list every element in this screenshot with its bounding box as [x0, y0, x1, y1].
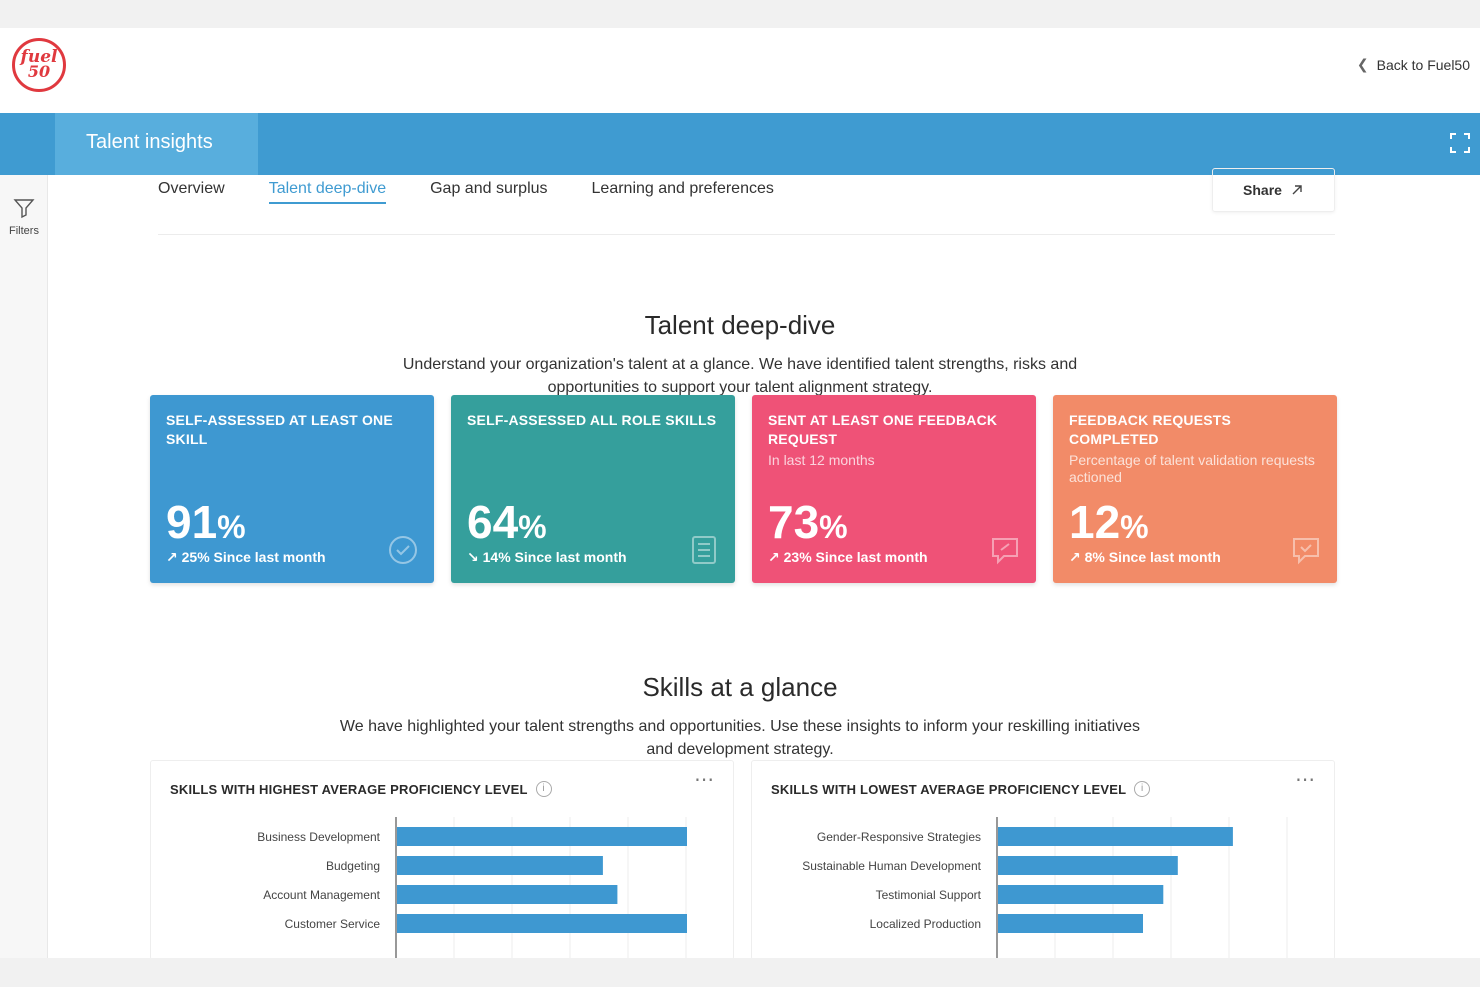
kpi-trend-text: 23% Since last month	[783, 549, 928, 565]
kpi-number: 73	[768, 496, 820, 548]
info-icon[interactable]: i	[1134, 781, 1151, 797]
arrow-up-right-icon	[1292, 185, 1302, 195]
chart-title: SKILLS WITH HIGHEST AVERAGE PROFICIENCY …	[170, 781, 552, 797]
kpi-value: 12%	[1069, 495, 1149, 549]
kpi-card-self-assessed-all[interactable]: SELF-ASSESSED ALL ROLE SKILLS 64% ↘ 14% …	[451, 395, 735, 583]
bar[interactable]	[397, 827, 687, 846]
kpi-title: SENT AT LEAST ONE FEEDBACK REQUEST	[768, 412, 998, 447]
kpi-subtitle: Percentage of talent validation requests…	[1069, 452, 1315, 485]
kpi-card-feedback-completed[interactable]: FEEDBACK REQUESTS COMPLETED Percentage o…	[1053, 395, 1337, 583]
fullscreen-icon[interactable]	[1450, 133, 1470, 153]
filters-label: Filters	[9, 225, 39, 237]
category-label: Budgeting	[326, 859, 380, 873]
bar[interactable]	[397, 856, 603, 875]
category-label: Account Management	[263, 888, 380, 902]
sidebar: Filters	[0, 175, 48, 958]
chart-panel-lowest: SKILLS WITH LOWEST AVERAGE PROFICIENCY L…	[751, 760, 1335, 961]
kpi-value: 64%	[467, 495, 547, 549]
chart-highest: Business Development Budgeting Account Man…	[257, 817, 687, 961]
category-label: Gender-Responsive Strategies	[817, 830, 981, 844]
tab-talent-deep-dive[interactable]: Talent deep-dive	[268, 180, 387, 204]
kpi-trend: ↗ 25% Since last month	[166, 549, 326, 566]
tab-gap-and-surplus[interactable]: Gap and surplus	[430, 180, 548, 197]
kpi-title: FEEDBACK REQUESTS COMPLETED	[1069, 412, 1232, 447]
kpi-trend: ↗ 23% Since last month	[768, 549, 928, 566]
filters-button[interactable]: Filters	[0, 197, 48, 237]
info-icon[interactable]: i	[535, 781, 552, 797]
section-title-deep-dive: Talent deep-dive	[644, 310, 836, 340]
bar[interactable]	[998, 914, 1143, 933]
category-label: Customer Service	[285, 917, 381, 931]
category-label: Sustainable Human Development	[802, 859, 981, 873]
kpi-unit: %	[518, 509, 547, 545]
chart-title-text: SKILLS WITH HIGHEST AVERAGE PROFICIENCY …	[170, 781, 528, 797]
message-check-icon	[1293, 538, 1319, 565]
logo-text-1: fuel	[20, 47, 58, 67]
tab-learning-and-preferences[interactable]: Learning and preferences	[591, 180, 774, 197]
trend-up-icon: ↗	[768, 549, 780, 565]
bar[interactable]	[397, 885, 618, 904]
more-options-icon[interactable]: ⋯	[1295, 769, 1316, 791]
kpi-unit: %	[819, 509, 848, 545]
chart-lowest: Gender-Responsive Strategies Sustainable …	[802, 817, 1288, 961]
filter-icon	[13, 199, 35, 219]
section-title-skills: Skills at a glance	[642, 672, 838, 702]
kpi-card-feedback-request[interactable]: SENT AT LEAST ONE FEEDBACK REQUEST In la…	[752, 395, 1036, 583]
tab-bar: Overview Talent deep-dive Gap and surplu…	[158, 180, 774, 204]
trend-up-icon: ↗	[166, 549, 178, 565]
page-title: Talent insights	[86, 131, 213, 153]
page-banner: Talent insights	[0, 113, 1480, 175]
bar[interactable]	[998, 885, 1164, 904]
check-circle-icon	[389, 536, 417, 564]
logo-text-2: 50	[27, 62, 51, 81]
chart-title-text: SKILLS WITH LOWEST AVERAGE PROFICIENCY L…	[771, 781, 1127, 797]
tab-overview[interactable]: Overview	[158, 180, 225, 197]
checklist-icon	[692, 536, 716, 564]
kpi-number: 12	[1069, 496, 1121, 548]
share-button[interactable]: Share	[1212, 168, 1335, 212]
kpi-value: 73%	[768, 495, 848, 549]
kpi-unit: %	[1120, 509, 1149, 545]
bar[interactable]	[998, 827, 1233, 846]
top-bar: fuel 50 ❮ Back to Fuel50	[0, 28, 1480, 113]
feedback-icon	[992, 538, 1018, 565]
category-label: Localized Production	[870, 917, 981, 931]
kpi-card-self-assessed-one[interactable]: SELF-ASSESSED AT LEAST ONE SKILL 91% ↗ 2…	[150, 395, 434, 583]
more-options-icon[interactable]: ⋯	[694, 769, 715, 791]
banner-tab-block	[55, 113, 258, 175]
kpi-trend-text: 8% Since last month	[1084, 549, 1221, 565]
kpi-title: SELF-ASSESSED AT LEAST ONE SKILL	[166, 412, 393, 447]
fuel50-logo[interactable]: fuel 50	[12, 38, 66, 92]
chart-title: SKILLS WITH LOWEST AVERAGE PROFICIENCY L…	[771, 781, 1151, 797]
kpi-trend-text: 14% Since last month	[482, 549, 627, 565]
section-description-skills: We have highlighted your talent strength…	[339, 718, 1141, 758]
back-link[interactable]: ❮ Back to Fuel50	[1357, 56, 1470, 73]
section-description-deep-dive: Understand your organization's talent at…	[402, 356, 1078, 396]
category-label: Business Development	[257, 830, 380, 844]
chart-panel-highest: SKILLS WITH HIGHEST AVERAGE PROFICIENCY …	[150, 760, 734, 961]
kpi-subtitle: In last 12 months	[768, 452, 875, 468]
bar[interactable]	[998, 856, 1178, 875]
back-label: Back to Fuel50	[1376, 56, 1470, 73]
kpi-trend: ↘ 14% Since last month	[467, 549, 627, 566]
kpi-number: 91	[166, 496, 218, 548]
tab-divider	[158, 234, 1335, 235]
kpi-unit: %	[217, 509, 246, 545]
kpi-trend: ↗ 8% Since last month	[1069, 549, 1221, 566]
chevron-left-icon: ❮	[1356, 56, 1369, 72]
kpi-value: 91%	[166, 495, 246, 549]
category-label: Testimonial Support	[876, 888, 982, 902]
share-label: Share	[1243, 182, 1282, 198]
bottom-strip	[0, 958, 1480, 987]
kpi-trend-text: 25% Since last month	[181, 549, 326, 565]
kpi-number: 64	[467, 496, 519, 548]
trend-down-icon: ↘	[467, 549, 479, 565]
kpi-cards: SELF-ASSESSED AT LEAST ONE SKILL 91% ↗ 2…	[150, 395, 1337, 583]
kpi-title: SELF-ASSESSED ALL ROLE SKILLS	[467, 412, 717, 428]
bar[interactable]	[397, 914, 687, 933]
trend-up-icon: ↗	[1069, 549, 1081, 565]
